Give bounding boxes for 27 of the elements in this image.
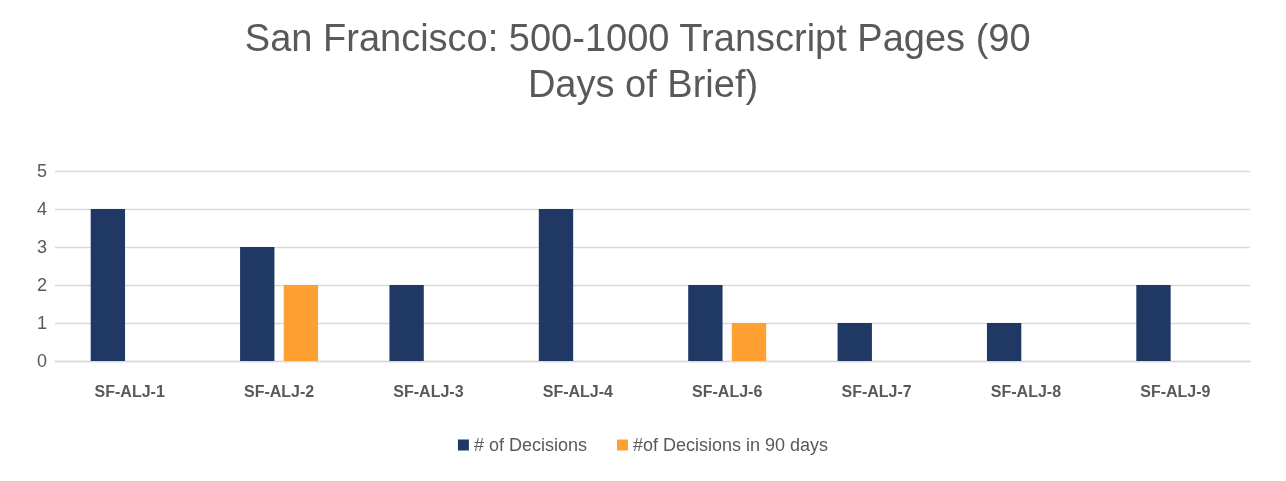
x-tick-label: SF-ALJ-6 [692, 382, 763, 400]
bar [538, 209, 574, 361]
x-tick-label: SF-ALJ-9 [1140, 382, 1211, 400]
x-tick-label: SF-ALJ-8 [990, 382, 1062, 400]
y-tick-label: 1 [36, 313, 47, 333]
bar [731, 323, 767, 361]
bar [1136, 285, 1171, 361]
legend-label: # of Decisions [473, 435, 587, 455]
y-tick-label: 4 [36, 199, 47, 219]
x-tick-label: SF-ALJ-2 [243, 382, 315, 400]
legend-label: #of Decisions in 90 days [632, 435, 829, 455]
bar [283, 285, 319, 361]
y-tick-label: 3 [36, 237, 47, 257]
bar [240, 247, 275, 361]
bar [688, 285, 723, 361]
y-tick-label: 0 [36, 351, 47, 371]
x-tick-label: SF-ALJ-1 [94, 382, 165, 400]
bar [389, 285, 424, 361]
x-tick-label: SF-ALJ-7 [841, 382, 912, 400]
x-tick-label: SF-ALJ-3 [393, 382, 464, 400]
bar [837, 323, 872, 361]
y-tick-label: 5 [36, 161, 47, 181]
bar [986, 323, 1022, 361]
chart-title: San Francisco: 500-1000 Transcript Pages (90 Days of Brief) [244, 17, 1042, 105]
y-tick-label: 2 [36, 275, 47, 295]
bar [90, 209, 126, 361]
x-tick-label: SF-ALJ-4 [542, 382, 614, 400]
